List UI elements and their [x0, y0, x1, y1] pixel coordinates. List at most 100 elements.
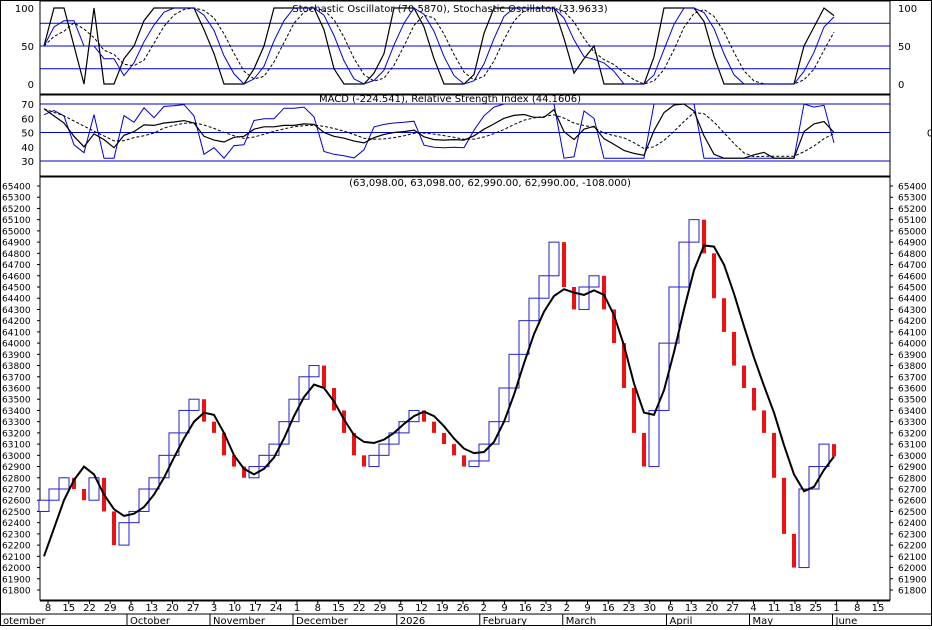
- price-tick-left: 63500: [2, 396, 31, 406]
- price-tick-right: 63100: [898, 441, 927, 451]
- price-tick-right: 62200: [898, 542, 927, 552]
- price-tick-left: 62600: [2, 497, 31, 507]
- price-tick-left: 62400: [2, 519, 31, 529]
- stochastic-panel: Stochastic Oscillator (70.5870), Stochas…: [15, 4, 917, 91]
- price-tick-right: 61900: [898, 575, 927, 585]
- price-tick-right: 62300: [898, 530, 927, 540]
- x-day-label: 6: [667, 603, 673, 614]
- price-tick-left: 63300: [2, 418, 31, 428]
- x-day-label: 8: [315, 603, 321, 614]
- price-tick-left: 63400: [2, 407, 31, 417]
- x-day-label: 15: [872, 603, 885, 614]
- x-day-label: 10: [228, 603, 241, 614]
- price-bar-up: [288, 398, 300, 423]
- price-tick-right: 64900: [898, 239, 927, 249]
- price-tick-left: 64900: [2, 239, 31, 249]
- x-day-label: 6: [128, 603, 134, 614]
- price-bar-down: [832, 444, 836, 457]
- price-tick-right: 65100: [898, 216, 927, 226]
- stochastic-tick-right: 100: [898, 4, 917, 15]
- price-tick-right: 64300: [898, 306, 927, 316]
- price-tick-left: 61800: [2, 587, 31, 597]
- panel-frame: [39, 94, 891, 177]
- price-tick-left: 62800: [2, 474, 31, 484]
- x-month-label: April: [670, 616, 693, 626]
- price-bar-up: [668, 286, 680, 344]
- x-day-label: 15: [332, 603, 345, 614]
- price-bar-down: [332, 388, 336, 411]
- price-tick-left: 62200: [2, 542, 31, 552]
- price-bar-down: [322, 365, 326, 388]
- price-tick-right: 63800: [898, 362, 927, 372]
- x-month-label: 2026: [400, 616, 425, 626]
- macd-line: [43, 103, 835, 159]
- price-bar-up: [578, 286, 590, 310]
- price-bar-down: [622, 343, 626, 388]
- price-tick-left: 62100: [2, 553, 31, 563]
- price-bar-up: [188, 398, 200, 411]
- x-day-label: 16: [519, 603, 532, 614]
- price-bar-up: [648, 409, 660, 468]
- price-tick-left: 63000: [2, 452, 31, 462]
- price-tick-left: 61900: [2, 575, 31, 585]
- price-tick-left: 63100: [2, 441, 31, 451]
- price-tick-right: 63200: [898, 429, 927, 439]
- x-day-label: 3: [211, 603, 217, 614]
- price-tick-right: 64200: [898, 317, 927, 327]
- x-day-label: 13: [145, 603, 158, 614]
- price-bar-down: [452, 444, 456, 456]
- price-tick-left: 62900: [2, 463, 31, 473]
- x-day-label: 9: [584, 603, 590, 614]
- price-bar-up: [548, 241, 560, 277]
- price-bar-down: [602, 275, 606, 310]
- price-bar-up: [158, 454, 170, 479]
- price-bar-up: [508, 353, 520, 389]
- stochastic-slow-line: [43, 7, 835, 85]
- price-bar-down: [772, 432, 776, 478]
- price-bar-up: [528, 297, 540, 322]
- price-bar-down: [572, 287, 576, 310]
- price-tick-left: 63700: [2, 373, 31, 383]
- stochastic-tick-left: 0: [28, 80, 34, 91]
- x-month-label: February: [483, 616, 527, 626]
- x-month-label: October: [130, 616, 171, 626]
- x-day-label: 20: [706, 603, 719, 614]
- price-tick-right: 62700: [898, 486, 927, 496]
- price-bar-up: [48, 488, 60, 501]
- macd-rsi-panel: MACD (-224.541), Relative Strength Index…: [21, 94, 932, 168]
- x-day-label: 12: [415, 603, 428, 614]
- x-month-label: otember: [3, 616, 46, 626]
- price-tick-left: 64100: [2, 328, 31, 338]
- x-day-label: 27: [187, 603, 200, 614]
- x-day-label: 29: [104, 603, 117, 614]
- x-day-label: 18: [789, 603, 802, 614]
- x-day-label: 8: [854, 603, 860, 614]
- price-bar-up: [678, 241, 690, 288]
- price-tick-left: 63900: [2, 351, 31, 361]
- price-bar-up: [118, 522, 130, 546]
- price-bar-down: [462, 455, 466, 467]
- price-bar-down: [792, 533, 796, 568]
- price-bar-up: [378, 443, 390, 456]
- price-tick-right: 63600: [898, 385, 927, 395]
- rsi-tick-left: 30: [21, 157, 34, 168]
- price-bar-up: [58, 477, 70, 490]
- x-day-label: 9: [501, 603, 507, 614]
- price-tick-left: 62500: [2, 508, 31, 518]
- x-day-label: 24: [270, 603, 283, 614]
- rsi-line: [43, 103, 835, 159]
- price-tick-right: 65200: [898, 205, 927, 215]
- price-bar-up: [468, 460, 480, 468]
- price-bar-up: [658, 342, 670, 411]
- price-tick-left: 64200: [2, 317, 31, 327]
- x-month-label: November: [213, 616, 266, 626]
- price-tick-left: 64300: [2, 306, 31, 316]
- price-bar-down: [782, 477, 786, 534]
- x-day-label: 27: [726, 603, 739, 614]
- x-day-label: 1: [294, 603, 300, 614]
- price-bar-up: [128, 510, 140, 524]
- x-month-label: June: [835, 616, 858, 626]
- price-bar-down: [642, 432, 646, 467]
